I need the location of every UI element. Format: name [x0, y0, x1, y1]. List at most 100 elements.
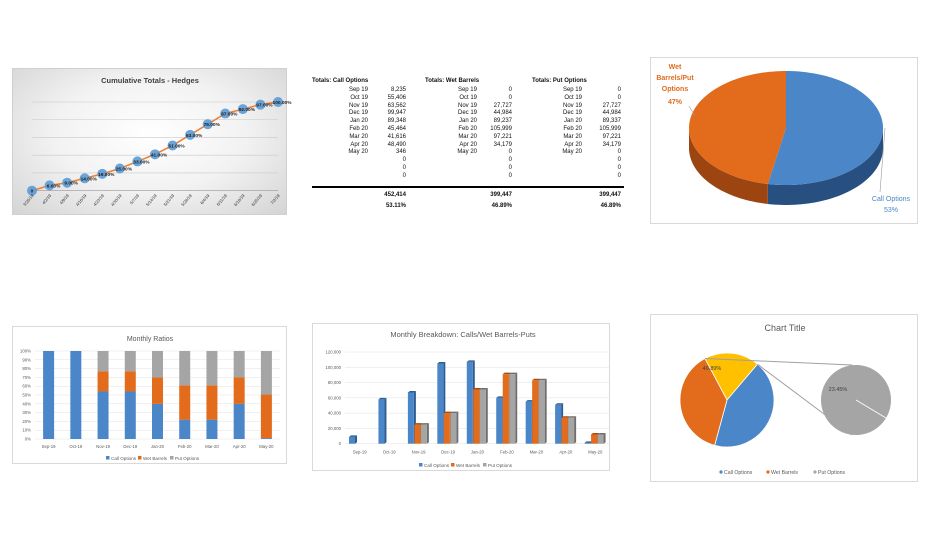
bar-side: [426, 423, 429, 444]
chart-title: Monthly Breakdown: Calls/Wet Barrels-Put…: [390, 330, 536, 339]
x-tick-label: 4/23/19: [92, 193, 105, 207]
table-month-label: Nov 19: [457, 102, 477, 109]
table-month-value: 0: [617, 157, 621, 164]
table-month-label: Nov 19: [562, 102, 582, 109]
bar-wet-barrels: [443, 413, 450, 444]
bar-put-options: [479, 389, 486, 444]
bar-call-options: [152, 403, 163, 439]
table-month-label: Oct 19: [564, 94, 582, 101]
x-tick-label: 4/16/19: [75, 193, 88, 207]
table-month-label: Feb 20: [458, 126, 477, 132]
x-tick-label: 5/7/19: [129, 193, 141, 206]
bar-call-options: [206, 419, 218, 439]
data-point: [185, 129, 196, 140]
data-label: 100.00%: [273, 100, 293, 106]
table-month-value: 45,464: [387, 126, 406, 132]
table-group-header: Totals: Wet Barrels: [425, 78, 480, 84]
table-month-value: 97,221: [493, 133, 512, 140]
x-tick-label: Nov-19: [412, 450, 426, 455]
table-month-value: 0: [617, 165, 621, 171]
data-label: 25.00%: [116, 167, 133, 173]
x-tick-label: 4/9/19: [59, 193, 71, 206]
data-point: [150, 149, 160, 160]
data-label: 19.00%: [98, 172, 115, 178]
table-month-value: 34,179: [493, 141, 512, 148]
y-tick-label: 50%: [22, 393, 31, 398]
bar-top: [414, 423, 423, 425]
x-tick-label: 4/2/19: [41, 193, 53, 206]
table-total: 452,414: [384, 192, 406, 198]
legend-label: Put Options: [488, 463, 513, 468]
table-month-value: 8,235: [390, 87, 406, 93]
data-point: [97, 168, 108, 179]
slice-pct-label: 53%: [884, 207, 898, 214]
x-tick-label: 7/2/19: [269, 193, 281, 206]
bar-top: [496, 396, 505, 398]
table-pct: 53.11%: [385, 203, 406, 209]
bar-side: [544, 378, 547, 444]
y-tick-label: 40,000: [328, 411, 342, 416]
data-label: 14.00%: [81, 176, 98, 182]
legend-swatch: [483, 463, 487, 467]
data-label: 97.00%: [256, 103, 273, 109]
totals-table: Totals: Call Options Sep 19 8,235 Oct 19 55,…: [312, 78, 624, 214]
bar-call-options: [407, 392, 414, 444]
table-month-label: Apr 20: [564, 141, 582, 148]
legend-swatch: [419, 463, 423, 467]
table-month-label: Oct 19: [350, 94, 368, 101]
table-pct: 46.89%: [600, 203, 621, 209]
slice-pct-label: 47%: [668, 99, 683, 106]
bar-top: [349, 435, 357, 437]
side-call-options: [767, 128, 883, 205]
table-month-value: 63,562: [387, 102, 406, 109]
bar-top: [378, 397, 387, 400]
x-tick-label: 6/11/19: [215, 193, 228, 207]
y-tick-label: 20%: [22, 419, 31, 424]
data-point: [132, 156, 143, 167]
bar-put-options: [206, 351, 218, 386]
bar-wet-barrels: [591, 434, 598, 444]
x-tick-label: Jan-20: [471, 450, 485, 455]
bar-put-options: [450, 413, 457, 444]
x-tick-label: Oct-19: [69, 444, 83, 449]
data-point: [202, 119, 213, 130]
monthly-breakdown-chart: Monthly Breakdown: Calls/Wet Barrels-Put…: [312, 323, 610, 471]
table-month-label: Dec 19: [348, 110, 368, 117]
table-month-label: Sep 19: [348, 87, 368, 93]
table-total: 399,447: [490, 192, 512, 198]
bar-top: [584, 441, 593, 443]
data-label: 6.00%: [47, 183, 61, 189]
table-month-value: 346: [395, 149, 406, 156]
table-month-value: 0: [402, 165, 406, 171]
bar-side: [485, 387, 488, 444]
data-point: [237, 104, 248, 115]
x-tick-label: Dec-19: [123, 444, 137, 449]
bar-side: [574, 416, 577, 444]
call-vs-wet-put-3d-pie-chart: Wet Barrels/Put Options 47% Call Options 53%: [650, 57, 918, 224]
table-month-value: 0: [508, 87, 512, 93]
table-month-label: Sep 19: [457, 87, 477, 93]
bar-put-options: [597, 434, 604, 444]
x-tick-label: 4/30/19: [110, 193, 123, 207]
legend-swatch: [170, 456, 174, 460]
x-tick-label: Sep-19: [42, 444, 56, 449]
y-tick-label: 90%: [22, 357, 31, 362]
table-month-value: 44,984: [602, 110, 621, 117]
bar-put-options: [260, 351, 272, 395]
bar-put-options: [97, 351, 109, 372]
bar-put-options: [420, 424, 427, 444]
bar-top: [597, 433, 606, 435]
bar-top: [509, 372, 518, 375]
legend-marker: [766, 470, 770, 474]
table-month-label: May 20: [457, 149, 477, 156]
x-tick-label: May-20: [588, 450, 603, 455]
bar-top: [555, 403, 564, 405]
y-tick-label: 120,000: [325, 350, 341, 355]
bar-top: [502, 372, 511, 375]
slice-put-options-other-: [704, 352, 759, 401]
data-point: [62, 177, 73, 188]
slice-data-label: 46.89%: [703, 366, 722, 372]
y-tick-label: 0%: [25, 437, 31, 442]
chart-title: Cumulative Totals - Hedges: [101, 76, 199, 85]
x-tick-label: Feb-20: [178, 444, 192, 449]
